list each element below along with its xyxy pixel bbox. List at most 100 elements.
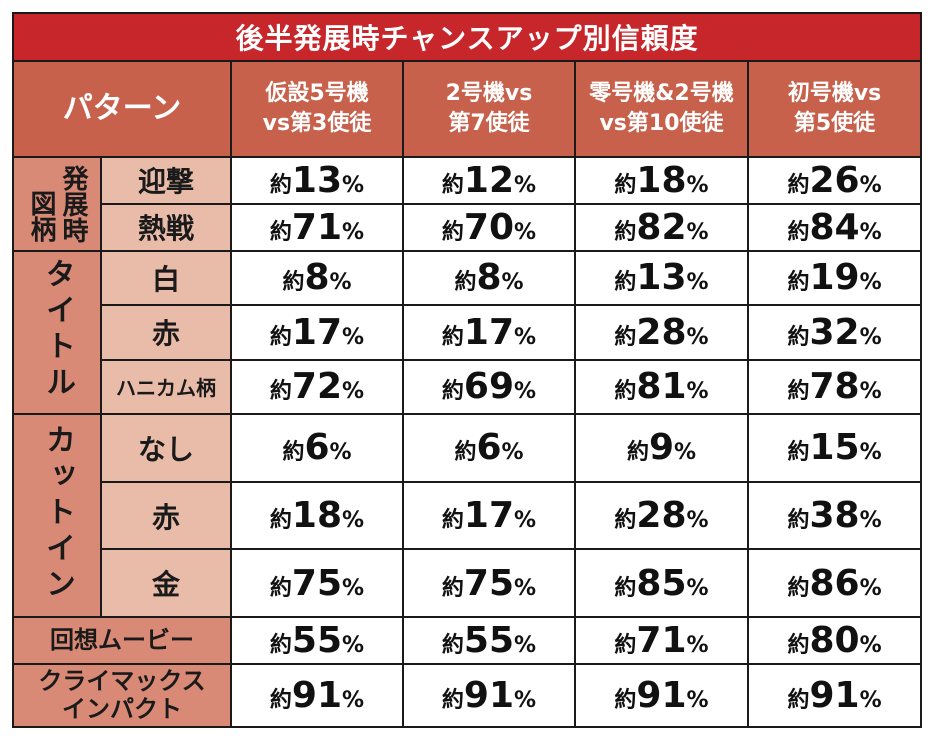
value-number: 75 [291,562,343,604]
group-label-hattenji: 発展時 [58,164,88,243]
value-cell: 約84% [746,202,923,252]
value-cell: 約26% [746,156,923,205]
value-cell: 約70% [402,202,576,252]
value-cell: 約86% [746,548,923,618]
value-cell: 約75% [402,548,576,618]
value-number: 12 [463,159,515,201]
value-number: 91 [636,674,687,716]
value-cell: 約28% [574,480,749,551]
value-number: 86 [809,562,860,604]
value-prefix: 約 [614,172,637,198]
value-number: 26 [809,159,860,201]
value-number: 69 [463,366,515,408]
row-label: 白 [100,249,232,307]
value-prefix: 約 [787,632,810,658]
column-header-unit1: 初号機vs 第5使徒 [746,60,923,158]
value-prefix: 約 [269,324,292,350]
value-suffix: % [329,440,352,466]
value-suffix: % [859,508,882,534]
row-label: 熱戦 [100,202,232,252]
value-suffix: % [686,324,709,350]
value-prefix: 約 [787,575,810,601]
column-header-line: vs第3使徒 [262,111,372,136]
row-label: 迎撃 [100,156,232,205]
value-suffix: % [514,324,537,350]
value-suffix: % [859,219,882,245]
value-suffix: % [501,270,524,296]
value-suffix: % [342,219,365,245]
value-prefix: 約 [614,219,637,245]
value-cell: 約18% [574,156,749,205]
value-suffix: % [859,270,882,296]
value-prefix: 約 [614,508,637,534]
value-cell: 約8% [230,249,404,307]
group-label-zugara: 図柄 [26,189,56,242]
row-label-climax-impact: クライマックス インパクト [12,662,232,729]
value-number: 13 [291,159,343,201]
value-number: 82 [636,206,687,248]
value-suffix: % [514,219,537,245]
value-number: 84 [809,206,860,248]
row-label: 赤 [100,480,232,551]
value-cell: 約17% [402,480,576,551]
value-number: 72 [291,366,343,408]
value-cell: 約71% [230,202,404,252]
value-cell: 約6% [230,413,404,483]
value-suffix: % [859,324,882,350]
value-number: 91 [809,674,860,716]
value-suffix: % [674,440,697,466]
value-suffix: % [342,687,365,713]
row-label: 金 [100,548,232,618]
value-cell: 約13% [574,249,749,307]
value-prefix: 約 [269,687,292,713]
value-prefix: 約 [787,324,810,350]
value-prefix: 約 [441,172,464,198]
value-prefix: 約 [787,508,810,534]
value-prefix: 約 [441,632,464,658]
value-suffix: % [686,172,709,198]
value-prefix: 約 [787,172,810,198]
value-cell: 約32% [746,304,923,361]
value-cell: 約17% [230,304,404,361]
value-number: 75 [463,562,515,604]
value-prefix: 約 [269,219,292,245]
value-suffix: % [686,379,709,405]
value-prefix: 約 [282,270,305,296]
value-cell: 約91% [402,662,576,729]
value-number: 78 [809,366,860,408]
value-number: 71 [291,206,343,248]
value-prefix: 約 [269,575,292,601]
group-title: タイトル [12,249,102,416]
value-cell: 約69% [402,358,576,416]
value-number: 71 [636,619,687,661]
value-number: 28 [636,495,687,537]
value-cell: 約15% [746,413,923,483]
table-title: 後半発展時チャンスアップ別信頼度 [11,12,923,62]
value-number: 80 [809,619,860,661]
value-suffix: % [859,440,882,466]
value-cell: 約91% [574,662,749,729]
value-suffix: % [686,270,709,296]
column-header-kasetsu5: 仮設5号機 vs第3使徒 [230,60,404,158]
row-label-line: インパクト [62,695,182,724]
column-header-line: 初号機vs [787,81,882,106]
value-prefix: 約 [269,172,292,198]
reliability-table: 後半発展時チャンスアップ別信頼度 パターン 仮設5号機 vs第3使徒 2号機vs 第… [11,12,923,729]
value-cell: 約55% [230,615,404,665]
value-number: 85 [636,562,687,604]
value-suffix: % [342,508,365,534]
value-number: 15 [809,427,860,469]
column-header-line: vs第10使徒 [599,111,724,136]
value-suffix: % [859,172,882,198]
value-number: 81 [636,366,687,408]
value-prefix: 約 [269,379,292,405]
value-cell: 約85% [574,548,749,618]
value-suffix: % [342,575,365,601]
value-cell: 約81% [574,358,749,416]
value-prefix: 約 [441,379,464,405]
value-number: 6 [304,427,330,469]
value-number: 17 [463,495,515,537]
value-number: 18 [636,159,687,201]
value-cell: 約55% [402,615,576,665]
value-cell: 約13% [230,156,404,205]
